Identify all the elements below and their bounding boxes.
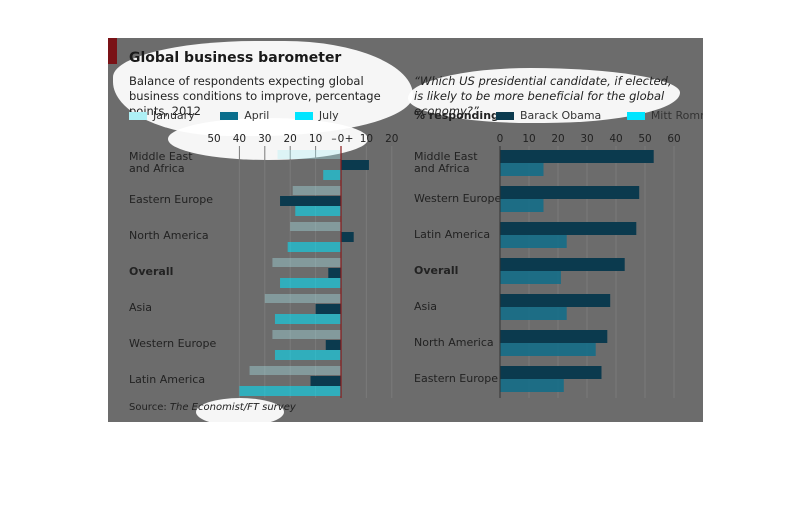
legend-label-romney: Mitt Romney xyxy=(650,109,703,122)
left-bar-april xyxy=(341,232,354,242)
left-bar-july xyxy=(274,350,341,360)
right-bar-romney xyxy=(500,379,564,392)
left-category-label: Eastern Europe xyxy=(129,193,213,206)
right-category-label: Overall xyxy=(414,264,458,277)
right-bar-romney xyxy=(500,199,544,212)
legend-swatch-july xyxy=(294,112,313,120)
legend-item-january: January xyxy=(129,109,195,122)
left-category-label: North America xyxy=(129,229,209,242)
left-bar-july xyxy=(274,314,341,324)
right-bar-obama xyxy=(500,294,611,307)
left-tick-label: 20 xyxy=(284,133,297,145)
left-bar-january xyxy=(272,258,341,267)
left-bar-july xyxy=(239,386,341,396)
right-tick-label: 20 xyxy=(551,133,564,145)
right-bar-romney xyxy=(500,343,596,356)
right-bar-romney xyxy=(500,307,567,320)
left-bar-april xyxy=(341,160,369,170)
right-category-label: North America xyxy=(414,336,494,349)
legend-item-romney: Mitt Romney xyxy=(626,109,703,122)
left-tick-label: 50 xyxy=(207,133,220,145)
brand-tag xyxy=(108,38,117,64)
chart-title: Global business barometer xyxy=(129,50,342,66)
left-category-label: Middle East xyxy=(129,150,193,163)
responding-label: % responding: xyxy=(414,109,504,122)
legend-left: January April July xyxy=(129,109,361,122)
right-bar-obama xyxy=(500,222,637,235)
highlight-blob-source xyxy=(196,398,284,422)
right-tick-label: 0 xyxy=(497,133,504,145)
left-tick-label: – xyxy=(331,133,336,145)
legend-label-july: July xyxy=(318,109,339,122)
right-category-label: Eastern Europe xyxy=(414,372,498,385)
left-tick-label: 10 xyxy=(309,133,322,145)
left-tick-label: 30 xyxy=(258,133,271,145)
left-bar-july xyxy=(280,278,341,288)
right-bar-obama xyxy=(500,330,608,343)
right-bar-romney xyxy=(500,163,544,176)
right-category-label: Western Europe xyxy=(414,192,502,205)
legend-label-january: January xyxy=(153,109,195,122)
legend-swatch-romney xyxy=(626,112,645,120)
left-bar-january xyxy=(290,222,341,231)
right-tick-label: 50 xyxy=(638,133,651,145)
right-category-label: and Africa xyxy=(414,162,470,175)
right-tick-label: 30 xyxy=(580,133,593,145)
left-bar-july xyxy=(295,206,341,216)
left-tick-label: 10 xyxy=(360,133,373,145)
right-bar-obama xyxy=(500,150,654,163)
source-note: Source: The Economist/FT survey xyxy=(129,402,296,413)
right-tick-label: 10 xyxy=(522,133,535,145)
right-bar-obama xyxy=(500,258,625,271)
legend-swatch-obama xyxy=(496,112,514,120)
left-bar-april xyxy=(310,376,341,386)
right-tick-label: 40 xyxy=(609,133,622,145)
chart-panel: Global business barometer Balance of res… xyxy=(108,38,703,422)
left-bar-january xyxy=(292,186,341,195)
right-tick-label: 60 xyxy=(667,133,680,145)
legend-item-obama: Barack Obama xyxy=(496,109,601,122)
left-bar-july xyxy=(287,242,341,252)
left-category-label: Western Europe xyxy=(129,337,217,350)
chart-question: “Which US presidential candidate, if ele… xyxy=(414,74,672,118)
legend-swatch-april xyxy=(220,112,239,120)
left-bar-july xyxy=(323,170,341,180)
left-bar-january xyxy=(277,150,341,159)
source-text: The Economist/FT survey xyxy=(169,402,296,413)
right-bar-obama xyxy=(500,366,602,379)
left-bar-january xyxy=(272,330,341,339)
left-bar-april xyxy=(325,340,341,350)
left-tick-label: 0 xyxy=(338,133,345,145)
right-bar-romney xyxy=(500,271,561,284)
right-category-label: Latin America xyxy=(414,228,490,241)
legend-item-july: July xyxy=(294,109,339,122)
left-category-label: Overall xyxy=(129,265,173,278)
left-category-label: Asia xyxy=(129,301,152,314)
left-bar-january xyxy=(264,294,341,303)
highlight-blob-left-tail xyxy=(168,118,368,160)
legend-label-april: April xyxy=(244,109,270,122)
legend-right: Barack Obama Mitt Romney xyxy=(496,109,703,122)
left-bar-january xyxy=(249,366,341,375)
legend-swatch-january xyxy=(129,112,147,120)
left-category-label: Latin America xyxy=(129,373,205,386)
chart-subtitle: Balance of respondents expecting global … xyxy=(129,74,381,118)
left-bar-april xyxy=(328,268,341,278)
right-bar-romney xyxy=(500,235,567,248)
left-tick-label: 20 xyxy=(385,133,398,145)
left-tick-label: + xyxy=(345,133,354,145)
legend-label-obama: Barack Obama xyxy=(520,109,602,122)
right-bar-obama xyxy=(500,186,640,199)
right-category-label: Asia xyxy=(414,300,437,313)
left-tick-label: 40 xyxy=(233,133,246,145)
left-bar-april xyxy=(280,196,341,206)
legend-item-april: April xyxy=(220,109,269,122)
left-bar-april xyxy=(315,304,341,314)
right-category-label: Middle East xyxy=(414,150,478,163)
left-category-label: and Africa xyxy=(129,162,185,175)
source-label: Source: xyxy=(129,402,167,413)
